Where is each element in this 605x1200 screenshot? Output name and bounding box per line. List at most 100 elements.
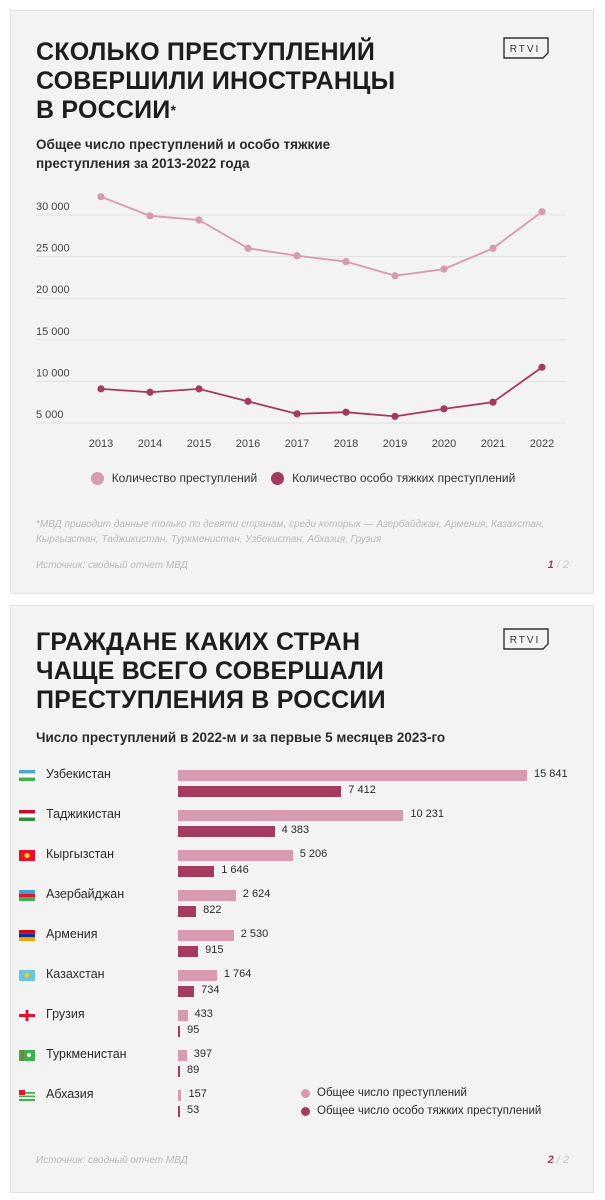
bar-severe xyxy=(178,1066,180,1077)
page-current: 1 xyxy=(547,559,554,571)
bar-total xyxy=(178,810,404,821)
country-label: Узбекистан xyxy=(46,767,111,781)
bar-row: Туркменистан 397 89 xyxy=(11,1047,595,1090)
flag-icon xyxy=(19,770,35,781)
country-label: Азербайджан xyxy=(46,887,125,901)
legend-item-total: Количество преступлений xyxy=(90,471,258,485)
data-point xyxy=(195,385,203,393)
data-point xyxy=(97,385,105,393)
value-total: 5 206 xyxy=(299,848,328,860)
value-total: 433 xyxy=(194,1008,213,1020)
legend-item-total: Общее число преступлений xyxy=(301,1084,541,1102)
legend-label: Общее число преступлений xyxy=(317,1087,467,1099)
data-point xyxy=(440,405,448,413)
bar-total xyxy=(178,1050,187,1061)
value-total: 15 841 xyxy=(534,768,568,780)
line-chart: 5 000 10 000 15 000 20 000 25 000 30 000 2013 2… xyxy=(36,193,567,450)
legend-item-severe: Общее число особо тяжких преступлений xyxy=(301,1102,541,1120)
country-label: Туркменистан xyxy=(46,1047,127,1061)
value-severe: 734 xyxy=(201,984,220,996)
bar-severe xyxy=(178,906,197,917)
x-tick-label: 2017 xyxy=(285,438,309,450)
source-note: Источник: сводный отчет МВД xyxy=(36,1155,188,1166)
data-point xyxy=(244,397,252,405)
value-total: 1 764 xyxy=(223,968,252,980)
country-label: Абхазия xyxy=(46,1087,94,1101)
bar-row: Кыргызстан 5 206 1 646 xyxy=(11,847,595,890)
value-total: 397 xyxy=(193,1048,213,1060)
bar-row: Казахстан 1 764 734 xyxy=(11,967,595,1010)
rtvi-logo-icon: RTVI xyxy=(503,37,549,59)
legend-dot-light xyxy=(90,471,104,485)
bar-total xyxy=(178,1090,182,1101)
chart1-subtitle: Общее число преступлений и особо тяжкие … xyxy=(36,135,330,173)
bar-severe xyxy=(178,786,342,797)
data-point xyxy=(538,208,546,216)
y-tick-label: 5 000 xyxy=(36,409,64,421)
subtitle-line: преступления за 2013-2022 года xyxy=(36,156,250,171)
flag-icon xyxy=(19,1050,35,1061)
x-tick-label: 2016 xyxy=(236,438,260,450)
legend-label: Общее число особо тяжких преступлений xyxy=(317,1105,542,1117)
flag-icon xyxy=(19,890,35,901)
y-tick-label: 25 000 xyxy=(36,243,70,255)
flag-icon xyxy=(19,1090,35,1101)
series-line xyxy=(100,195,543,277)
country-label: Грузия xyxy=(46,1007,85,1021)
bar-total xyxy=(178,1010,188,1021)
data-point xyxy=(391,272,399,280)
bar-total xyxy=(178,970,217,981)
line-chart-card: СКОЛЬКО ПРЕСТУПЛЕНИЙ СОВЕРШИЛИ ИНОСТРАНЦ… xyxy=(10,10,594,594)
bar-total xyxy=(178,770,527,781)
data-point xyxy=(146,388,154,396)
data-point xyxy=(97,193,105,201)
bar-severe xyxy=(178,986,195,997)
bar-severe xyxy=(178,946,199,957)
data-point xyxy=(440,265,448,273)
data-point xyxy=(342,408,350,416)
data-point xyxy=(195,216,203,224)
title-line: В РОССИИ xyxy=(36,96,171,124)
legend-label: Количество преступлений xyxy=(111,471,258,485)
legend-label: Количество особо тяжких преступлений xyxy=(292,471,516,485)
flag-icon xyxy=(19,970,35,981)
bar-severe xyxy=(178,1106,180,1117)
chart2-title: ГРАЖДАНЕ КАКИХ СТРАН ЧАЩЕ ВСЕГО СОВЕРШАЛ… xyxy=(36,628,496,715)
data-point xyxy=(538,363,546,371)
x-tick-label: 2021 xyxy=(481,438,505,450)
series-line xyxy=(100,366,543,418)
chart2-legend: Общее число преступлений Общее число осо… xyxy=(301,1084,541,1120)
rtvi-logo-icon: RTVI xyxy=(503,628,549,650)
value-severe: 1 646 xyxy=(221,864,249,876)
bar-total xyxy=(178,890,236,901)
data-point xyxy=(391,412,399,420)
bar-chart-card: ГРАЖДАНЕ КАКИХ СТРАН ЧАЩЕ ВСЕГО СОВЕРШАЛ… xyxy=(10,605,594,1193)
value-total: 2 530 xyxy=(240,928,269,940)
bar-severe xyxy=(178,826,275,837)
x-tick-label: 2019 xyxy=(383,438,407,450)
page-current: 2 xyxy=(547,1154,554,1166)
chart1-legend: Количество преступлений Количество особо… xyxy=(11,471,595,485)
chart1-title: СКОЛЬКО ПРЕСТУПЛЕНИЙ СОВЕРШИЛИ ИНОСТРАНЦ… xyxy=(36,38,496,125)
data-point xyxy=(244,244,252,252)
bar-row: Грузия 433 95 xyxy=(11,1007,595,1050)
title-line: СКОЛЬКО ПРЕСТУПЛЕНИЙ xyxy=(36,38,376,66)
flag-icon xyxy=(19,810,35,821)
source-note: Источник: сводный отчет МВД xyxy=(36,560,188,571)
flag-icon xyxy=(19,1010,35,1021)
title-line: СОВЕРШИЛИ ИНОСТРАНЦЫ xyxy=(36,67,396,95)
flag-icon xyxy=(19,930,35,941)
value-severe: 95 xyxy=(187,1024,200,1036)
x-tick-label: 2018 xyxy=(334,438,358,450)
y-tick-label: 20 000 xyxy=(36,284,70,296)
data-point xyxy=(146,212,154,220)
legend-dot-light xyxy=(301,1088,310,1098)
title-line: ГРАЖДАНЕ КАКИХ СТРАН xyxy=(36,628,361,656)
data-point xyxy=(489,398,497,406)
bar-row: Армения 2 530 915 xyxy=(11,927,595,970)
legend-dot-dark xyxy=(301,1106,310,1116)
footnote: *МВД приводит данные только по девяти ст… xyxy=(36,519,545,545)
country-label: Армения xyxy=(46,927,98,941)
country-label: Таджикистан xyxy=(46,807,121,821)
x-tick-label: 2020 xyxy=(432,438,456,450)
